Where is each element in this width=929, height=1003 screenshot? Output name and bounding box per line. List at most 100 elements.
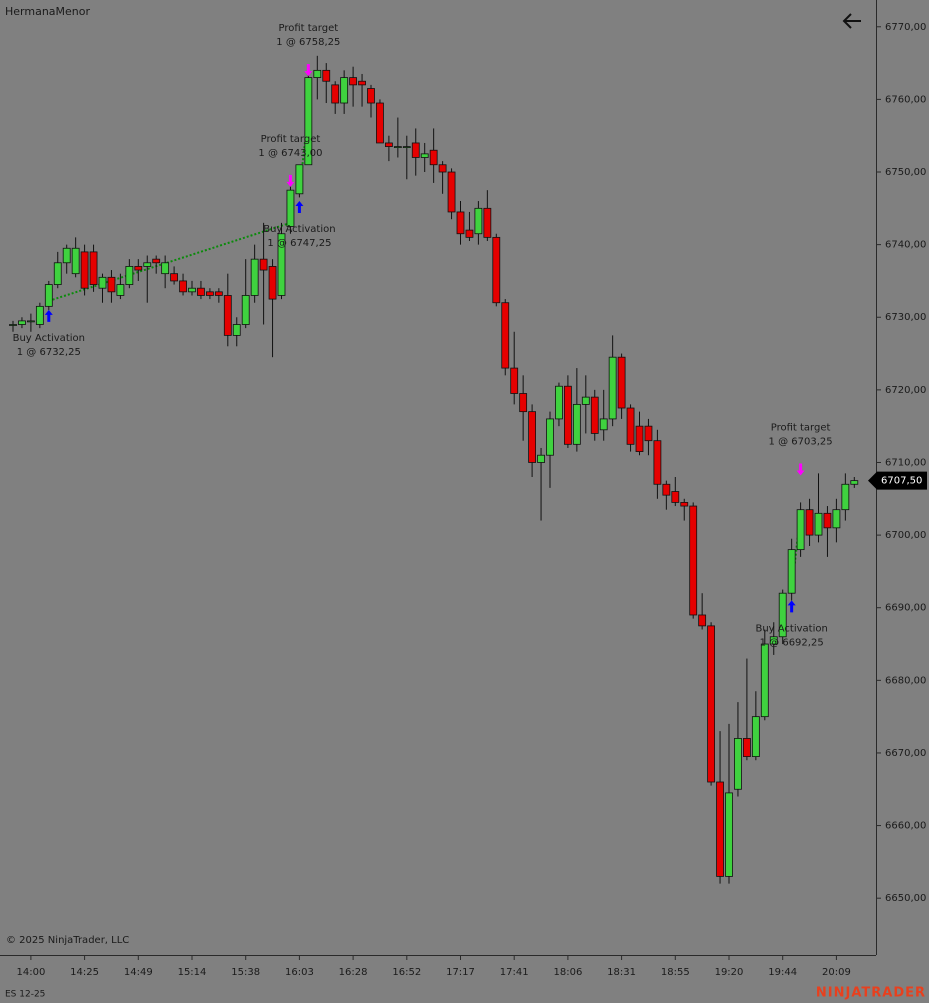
candle-body [814, 512, 823, 536]
y-tick-label: 6740,00 [885, 240, 926, 251]
candle-body [653, 440, 662, 485]
instrument: ES 12-25 [5, 990, 45, 1000]
buy-arrow [787, 600, 796, 613]
candle-body [161, 262, 170, 275]
candle-body [501, 302, 510, 369]
candle [787, 538, 796, 601]
candle [197, 280, 205, 300]
candle-body [349, 77, 358, 86]
candle-body [447, 171, 456, 213]
candle [26, 313, 35, 332]
candle-body [268, 266, 277, 300]
candle-body [769, 636, 778, 645]
candle-body [313, 69, 322, 79]
candle [635, 411, 644, 456]
marker-label: Buy Activation [13, 333, 85, 344]
candle-body [152, 258, 161, 264]
candle-body [429, 149, 438, 166]
candle-body [116, 284, 125, 296]
candle [179, 273, 187, 296]
candle [671, 477, 680, 507]
trade-marker: Profit target 1 @ 6743,00 [258, 134, 322, 187]
candle-body [707, 625, 715, 783]
x-tick-label: 18:06 [553, 967, 582, 978]
marker-detail: 1 @ 6758,25 [276, 37, 340, 48]
candle [170, 266, 179, 285]
candle [447, 168, 456, 220]
candle-body [71, 247, 80, 275]
candle [662, 480, 671, 510]
back-arrow-icon[interactable] [842, 13, 861, 29]
candle-body [143, 262, 152, 267]
candle-body [420, 153, 429, 158]
candle-body [626, 407, 635, 445]
candle [340, 70, 349, 114]
candle [349, 66, 358, 107]
candle-body [725, 792, 733, 877]
candle [313, 55, 322, 100]
candle-body [617, 356, 626, 409]
candle [18, 317, 26, 329]
marker-detail: 1 @ 6743,00 [258, 148, 322, 159]
candle [474, 201, 483, 245]
candle-body [796, 509, 805, 551]
trade-marker: Profit target 1 @ 6758,25 [276, 23, 340, 77]
marker-label: Profit target [771, 422, 831, 433]
back-button[interactable] [838, 8, 868, 34]
candle-body [18, 320, 26, 325]
candle-body [411, 142, 420, 158]
candle-body [376, 102, 384, 144]
candle-body [832, 509, 841, 529]
x-tick-label: 16:28 [339, 967, 368, 978]
candle-body [671, 491, 680, 503]
candle [35, 302, 44, 329]
x-tick-label: 17:17 [446, 967, 475, 978]
y-tick-label: 6660,00 [885, 821, 926, 832]
y-tick-label: 6730,00 [885, 312, 926, 323]
candle [841, 473, 850, 521]
candle [760, 629, 769, 721]
candle [384, 135, 393, 162]
marker-label: Profit target [261, 134, 321, 145]
candle-body [35, 305, 44, 325]
candle-body [277, 233, 286, 296]
candle [581, 375, 590, 434]
y-tick-label: 6670,00 [885, 748, 926, 759]
candle-body [197, 287, 205, 296]
candle [295, 164, 304, 198]
x-tick-label: 17:41 [500, 967, 529, 978]
candle [80, 244, 89, 296]
candle-body [438, 164, 447, 173]
candle [116, 273, 125, 300]
candle-body [537, 454, 545, 463]
candle-body [689, 505, 698, 616]
candle-body [134, 266, 143, 271]
candle [572, 368, 581, 452]
candle-body [474, 207, 483, 235]
candle-body [519, 393, 528, 413]
y-tick-label: 6690,00 [885, 603, 926, 614]
candle [411, 128, 420, 176]
x-tick-label: 16:03 [285, 967, 314, 978]
candle [420, 142, 429, 173]
candle [223, 273, 232, 347]
candle-body [743, 738, 751, 757]
candle [510, 331, 519, 405]
candle [89, 244, 98, 292]
candle-body [295, 164, 304, 195]
trade-marker: Buy Activation 1 @ 6747,25 [263, 200, 336, 249]
candle-body [98, 276, 107, 289]
trade-marker: Buy Activation 1 @ 6692,25 [755, 600, 828, 648]
candle [304, 70, 313, 166]
copyright: © 2025 NinjaTrader, LLC [6, 935, 129, 946]
candle [322, 63, 331, 104]
chart-title: HermanaMenor [5, 5, 90, 18]
candle-body [250, 258, 259, 296]
candle [492, 233, 501, 307]
candle [286, 186, 295, 234]
candle-body [698, 614, 707, 627]
marker-detail: 1 @ 6703,25 [769, 436, 833, 447]
y-tick-label: 6710,00 [885, 457, 926, 468]
candle [367, 84, 375, 118]
